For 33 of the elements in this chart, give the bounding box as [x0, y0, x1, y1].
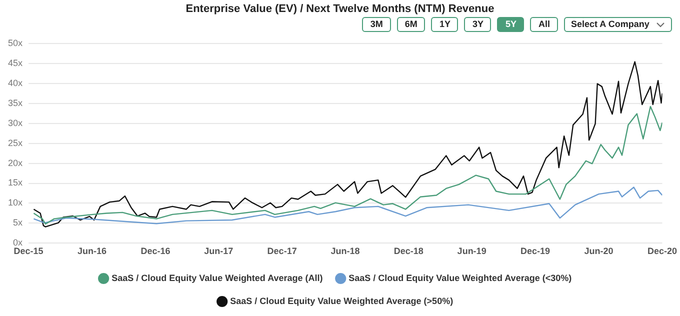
x-tick-label: Jun-20	[584, 246, 614, 256]
y-tick-label: 0x	[12, 238, 23, 248]
legend-label: SaaS / Cloud Equity Value Weighted Average (>50%)	[230, 296, 454, 306]
x-tick-label: Jun-17	[204, 246, 234, 256]
y-tick-label: 20x	[8, 158, 24, 168]
x-tick-label: Dec-18	[394, 246, 424, 256]
x-tick-label: Dec-15	[14, 246, 44, 256]
y-tick-label: 40x	[8, 78, 24, 88]
x-tick-label: Jun-18	[330, 246, 360, 256]
text: All	[530, 17, 558, 32]
text: 1Y	[431, 17, 458, 32]
y-tick-label: 35x	[8, 98, 24, 108]
y-tick-label: 15x	[8, 178, 24, 188]
text: 5Y	[497, 17, 524, 32]
text: 3Y	[464, 17, 492, 32]
y-tick-label: 45x	[8, 58, 24, 68]
legend-label: SaaS / Cloud Equity Value Weighted Average (<30%)	[348, 272, 572, 283]
text: 3M	[362, 17, 391, 32]
x-tick-label: Dec-20	[647, 246, 678, 256]
x-tick-label: Dec-16	[140, 246, 170, 256]
y-tick-label: 5x	[12, 218, 23, 228]
y-tick-label: 10x	[8, 198, 24, 208]
x-tick-label: Jun-19	[457, 246, 486, 256]
x-tick-label: Dec-19	[520, 246, 550, 256]
y-tick-label: 25x	[8, 138, 24, 148]
y-tick-label: 50x	[8, 38, 24, 48]
text: 6M	[396, 17, 426, 32]
chart-title: Enterprise Value (EV) / Next Twelve Months (NTM) Revenue	[184, 3, 496, 15]
x-tick-label: Dec-17	[267, 246, 297, 256]
y-tick-label: 30x	[8, 118, 24, 128]
x-tick-label: Jun-16	[77, 246, 106, 256]
text: Select A Company	[571, 19, 650, 30]
legend-label: SaaS / Cloud Equity Value Weighted Average (All)	[112, 272, 323, 283]
